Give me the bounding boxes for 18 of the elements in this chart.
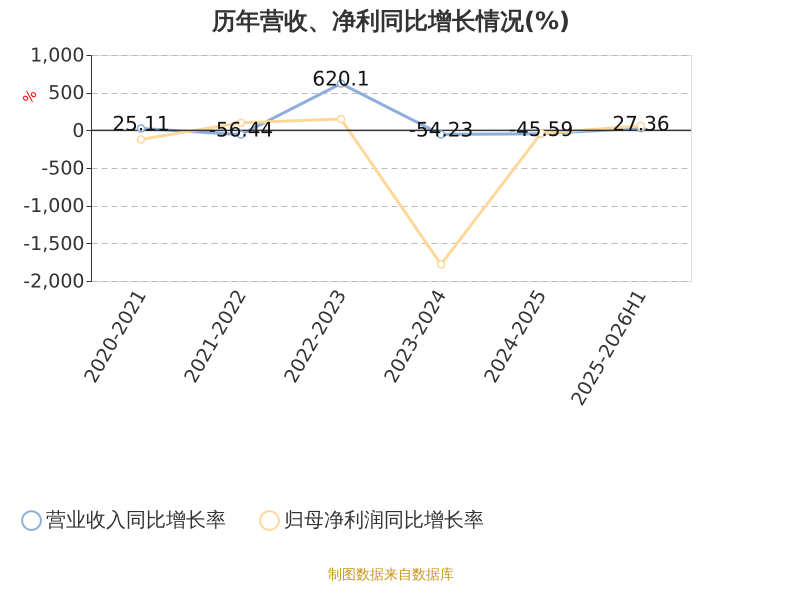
y-tick-label: -1,000: [23, 195, 84, 218]
legend-label: 归母净利润同比增长率: [284, 508, 484, 532]
chart-title: 历年营收、净利同比增长情况(%): [211, 7, 570, 35]
data-label: 27.36: [612, 111, 670, 136]
data-label: 620.1: [312, 66, 370, 91]
y-axis-title: %: [20, 87, 41, 107]
y-tick-label: -2,000: [23, 270, 84, 292]
y-tick-label: -500: [41, 158, 84, 180]
point: [336, 114, 346, 124]
legend-label: 营业收入同比增长率: [46, 508, 226, 532]
y-tick-label: 0: [72, 120, 84, 142]
point: [136, 135, 146, 144]
data-label: 25.11: [112, 111, 170, 136]
y-tick-label: 500: [48, 82, 84, 104]
y-tick-label: -1,500: [23, 232, 84, 255]
point: [436, 260, 446, 269]
text: 制图数据来自数据库: [328, 567, 454, 583]
y-tick-label: 1,000: [30, 44, 84, 66]
